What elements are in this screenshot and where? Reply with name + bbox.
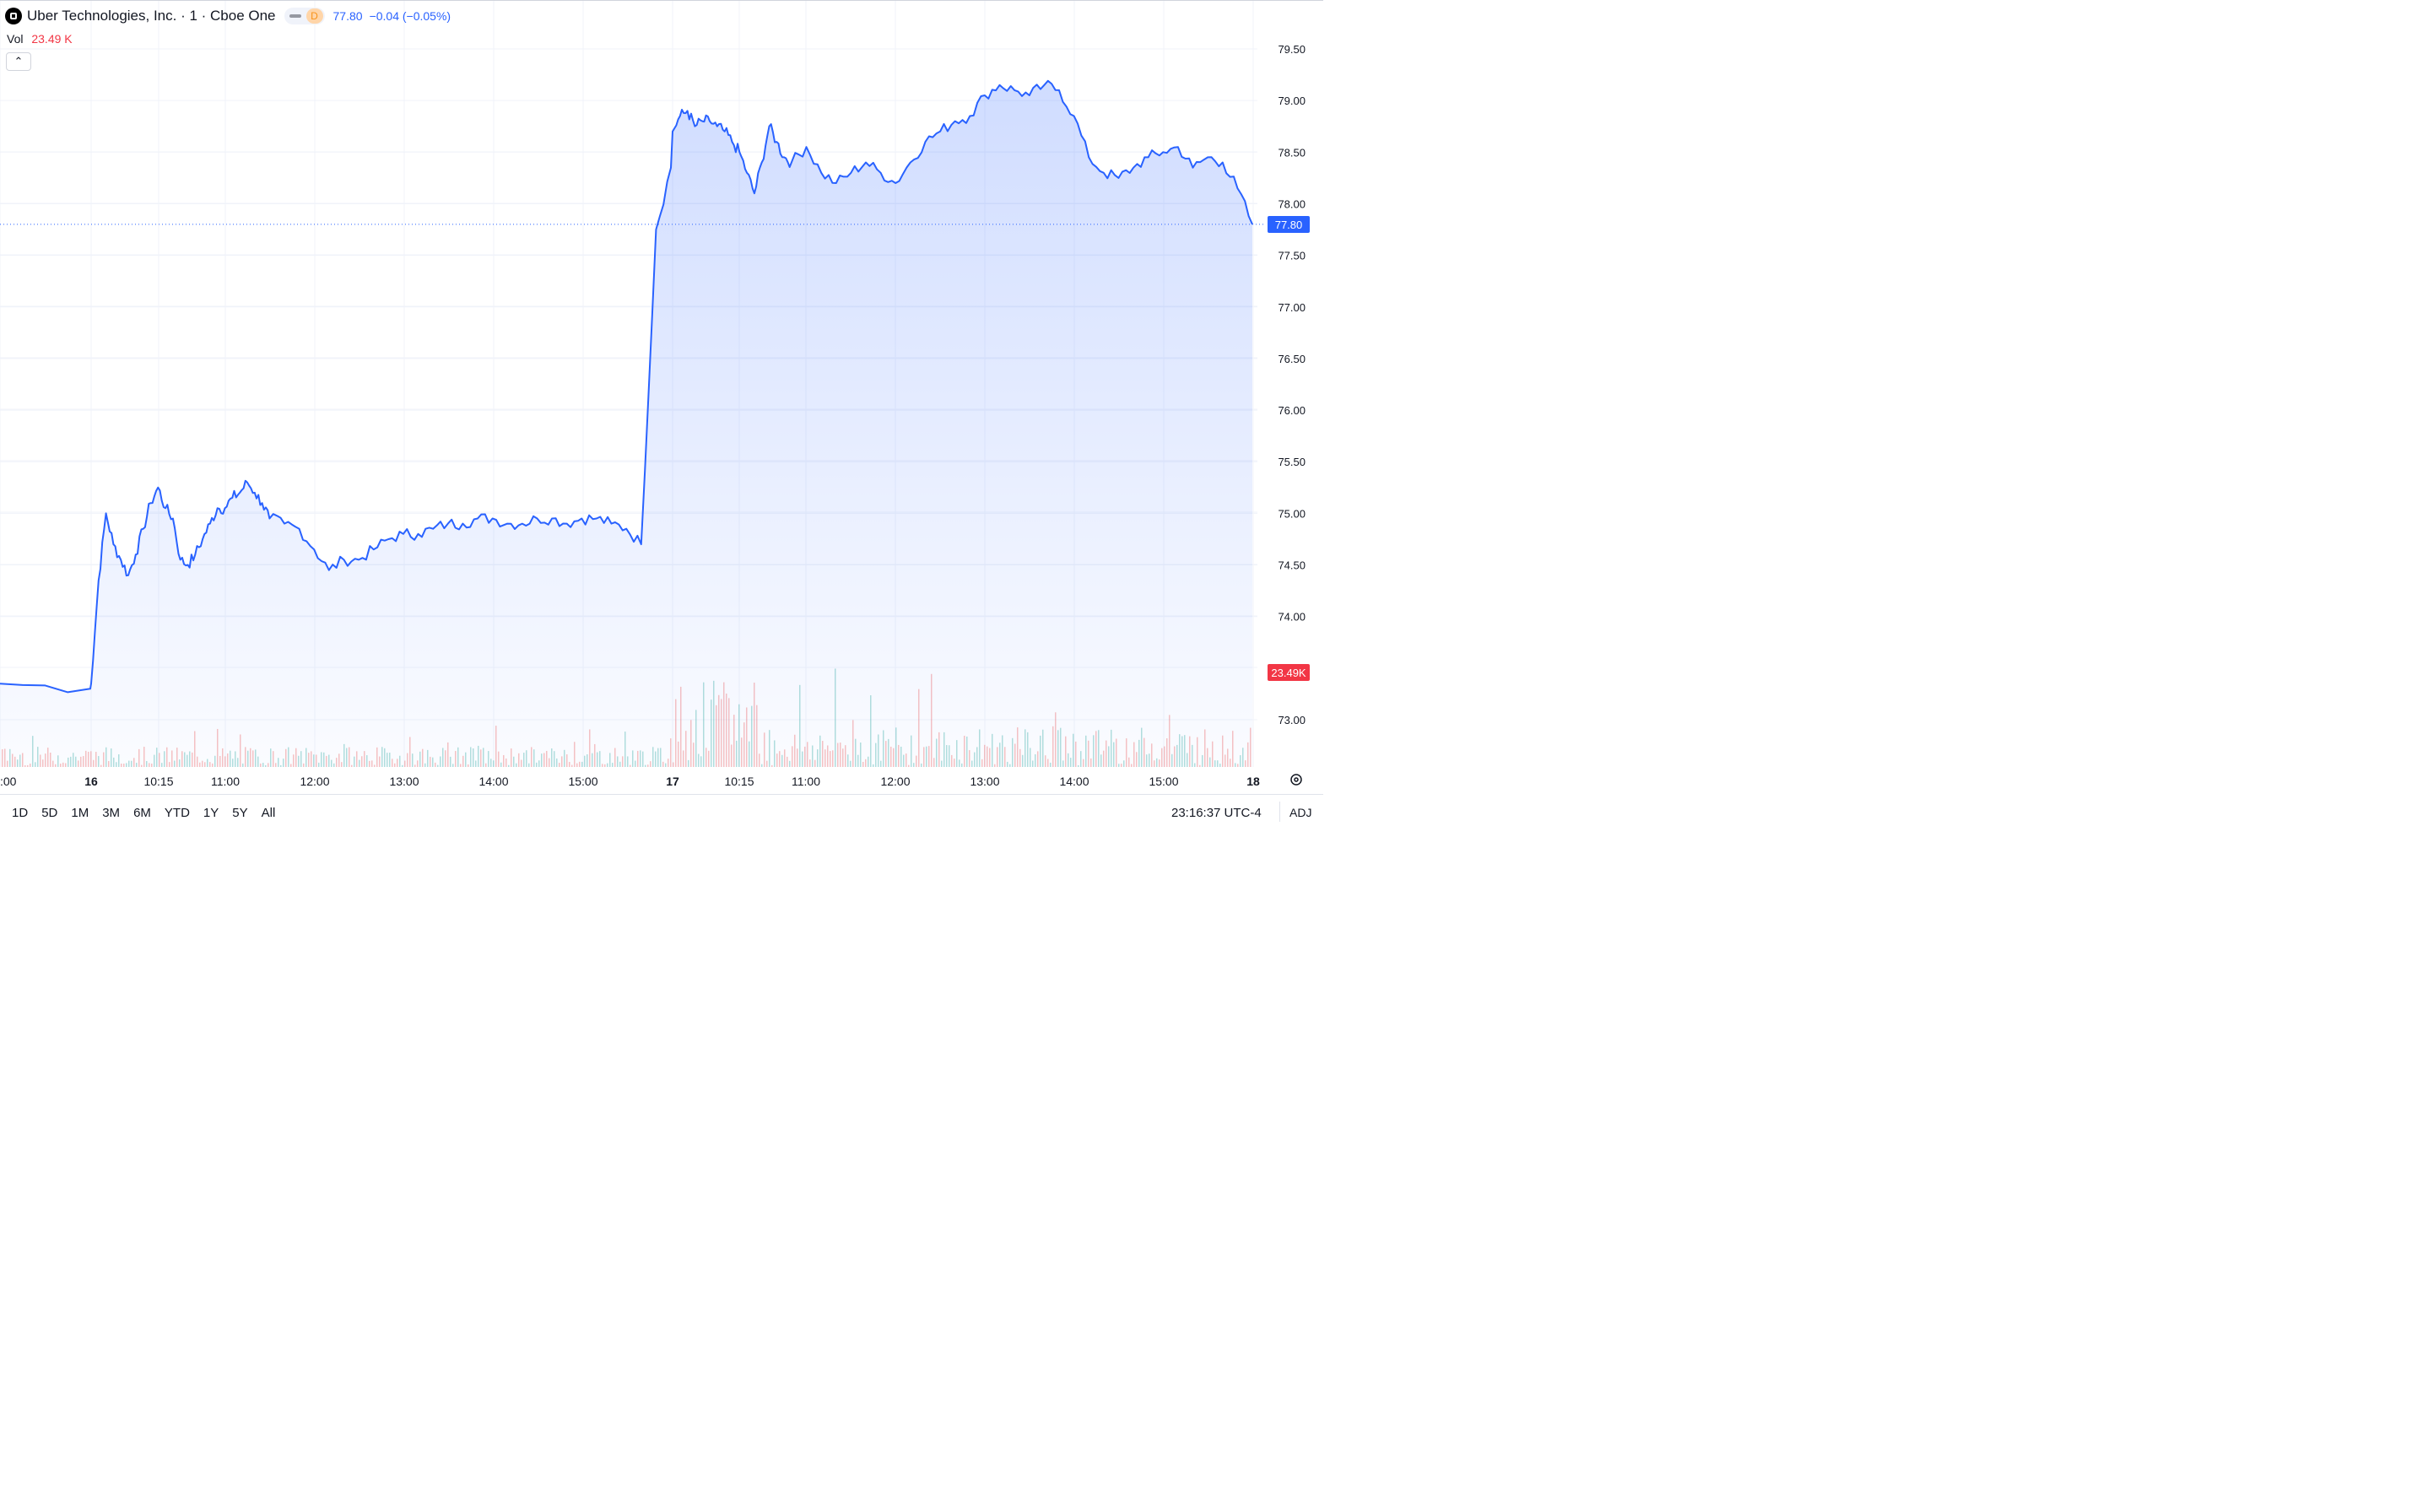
price-tick-label: 75.50 (1278, 456, 1306, 468)
range-5d[interactable]: 5D (41, 806, 58, 820)
last-price: 77.80 (332, 9, 363, 23)
price-tick-label: 79.00 (1278, 94, 1306, 107)
price-tick-label: 79.50 (1278, 43, 1306, 56)
extended-hours-icon (289, 14, 301, 18)
range-all[interactable]: All (261, 806, 276, 820)
price-tag: 77.80 (1268, 216, 1310, 233)
time-tick-label: 15:00 (568, 775, 597, 788)
price-tick-label: 78.50 (1278, 146, 1306, 159)
time-tick-label: 11:00 (211, 775, 240, 788)
price-tick-label: 74.00 (1278, 611, 1306, 624)
price-area-fill (0, 80, 1252, 768)
uber-logo-icon (5, 8, 22, 24)
price-change: −0.04 (−0.05%) (369, 9, 451, 23)
price-tick-label: 74.50 (1278, 559, 1306, 572)
range-5y[interactable]: 5Y (232, 806, 248, 820)
volume-label: Vol (7, 32, 24, 46)
range-1m[interactable]: 1M (71, 806, 89, 820)
adj-toggle[interactable]: ADJ (1289, 806, 1312, 819)
time-tick-label: :00 (0, 775, 17, 788)
time-axis: :00 16 10:15 11:00 12:00 13:00 14:00 15:00 17 10:… (0, 775, 1260, 788)
time-tick-label: 18 (1246, 775, 1260, 788)
volume-legend: Vol 23.49 K (7, 32, 73, 46)
price-tick-label: 78.00 (1278, 197, 1306, 210)
time-tick-label: 11:00 (792, 775, 820, 788)
time-tick-label: 13:00 (970, 775, 999, 788)
chart-header: Uber Technologies, Inc. · 1 · Cboe One D… (5, 8, 451, 24)
bottom-toolbar: 1D 5D 1M 3M 6M YTD 1Y 5Y All 23:16:37 UT… (0, 794, 1323, 829)
symbol-title: Uber Technologies, Inc. · 1 · Cboe One (27, 8, 276, 24)
range-6m[interactable]: 6M (133, 806, 151, 820)
price-tick-label: 77.00 (1278, 301, 1306, 314)
clock: 23:16:37 UTC-4 (1171, 806, 1262, 820)
price-tick-label: 77.50 (1278, 250, 1306, 262)
time-tick-label: 10:15 (143, 775, 173, 788)
time-tick-label: 14:00 (478, 775, 508, 788)
divider (1279, 802, 1280, 822)
time-tick-label: 15:00 (1149, 775, 1178, 788)
settings-icon[interactable] (1288, 771, 1305, 788)
chevron-up-icon: ⌃ (14, 55, 24, 68)
range-1y[interactable]: 1Y (203, 806, 219, 820)
price-chart[interactable]: 79.50 79.00 78.50 78.00 77.50 77.00 76.50 76.00… (0, 1, 1323, 794)
range-selector: 1D 5D 1M 3M 6M YTD 1Y 5Y All (12, 806, 289, 820)
time-tick-label: 17 (666, 775, 679, 788)
volume-value: 23.49 K (31, 32, 73, 46)
time-tick-label: 13:00 (389, 775, 419, 788)
price-axis: 79.50 79.00 78.50 78.00 77.50 77.00 76.50 76.00… (1278, 43, 1306, 726)
time-tick-label: 14:00 (1059, 775, 1089, 788)
collapse-legend-button[interactable]: ⌃ (6, 52, 31, 71)
time-tick-label: 16 (84, 775, 98, 788)
session-toggle[interactable]: D (284, 8, 325, 24)
time-tick-label: 10:15 (724, 775, 754, 788)
time-tick-label: 12:00 (300, 775, 329, 788)
price-area (0, 79, 1253, 768)
mode-badge: D (305, 8, 323, 24)
range-ytd[interactable]: YTD (164, 806, 190, 820)
price-line (0, 79, 1253, 694)
price-tick-label: 76.50 (1278, 353, 1306, 365)
price-tick-label: 76.00 (1278, 404, 1306, 417)
time-tick-label: 12:00 (880, 775, 910, 788)
price-tick-label: 73.00 (1278, 714, 1306, 726)
range-1d[interactable]: 1D (12, 806, 29, 820)
price-tick-label: 75.00 (1278, 507, 1306, 520)
range-3m[interactable]: 3M (102, 806, 121, 820)
volume-tag: 23.49K (1268, 664, 1310, 681)
